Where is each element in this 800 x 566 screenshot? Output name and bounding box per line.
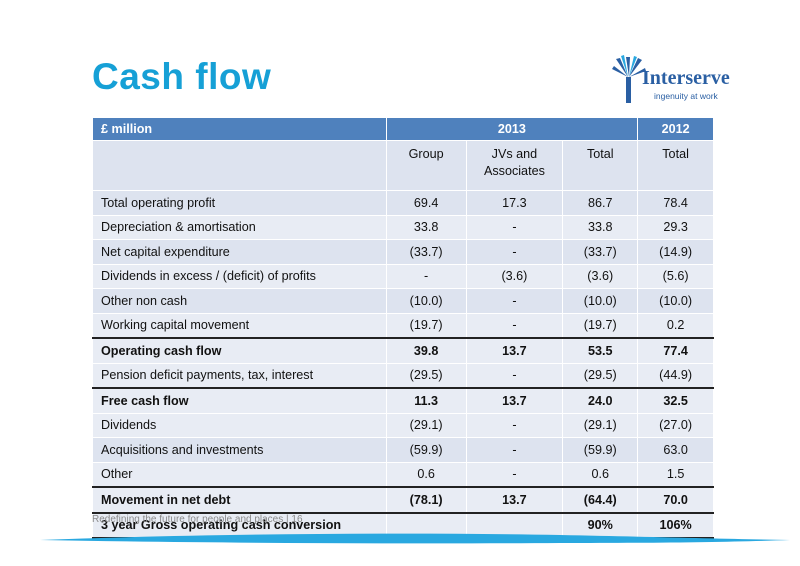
row-label: Dividends (92, 412, 387, 438)
jvs-cell: 13.7 (465, 337, 564, 364)
table-row: Total operating profit 69.4 17.3 86.7 78… (92, 190, 714, 216)
row-label: Free cash flow (92, 387, 387, 414)
operating-cash-flow-row: Operating cash flow 39.8 13.7 53.5 77.4 (92, 337, 714, 364)
group-cell: 11.3 (385, 387, 467, 414)
group-cell: (78.1) (385, 486, 467, 513)
table-subheader-row: Group JVs and Associates Total Total (92, 140, 714, 191)
total-2012-cell: (10.0) (637, 288, 714, 314)
year-2012-header: 2012 (637, 117, 714, 141)
row-label: Other (92, 461, 387, 488)
table-row: Acquisitions and investments (59.9) - (5… (92, 437, 714, 463)
logo-tagline: ingenuity at work (654, 91, 718, 101)
free-cash-flow-row: Free cash flow 11.3 13.7 24.0 32.5 (92, 387, 714, 414)
jvs-cell: - (465, 461, 564, 488)
total-2013-column-header: Total (562, 140, 639, 191)
group-column-header: Group (385, 140, 467, 191)
total-cell: (10.0) (562, 288, 639, 314)
table-header-row: £ million 2013 2012 (92, 117, 714, 141)
total-2012-cell: (14.9) (637, 239, 714, 265)
row-label: Depreciation & amortisation (92, 214, 387, 240)
group-cell: - (385, 263, 467, 289)
jvs-cell: - (465, 412, 564, 438)
interserve-logo: Interserve ingenuity at work (612, 55, 730, 107)
table-row: Other 0.6 - 0.6 1.5 (92, 461, 714, 488)
row-label: Pension deficit payments, tax, interest (92, 362, 387, 389)
group-cell: 33.8 (385, 214, 467, 240)
total-2012-cell: 106% (637, 511, 714, 539)
total-cell: 24.0 (562, 387, 639, 414)
jvs-cell: - (465, 437, 564, 463)
total-cell: (19.7) (562, 312, 639, 339)
footer-text: Redefining the future for people and pla… (92, 514, 303, 525)
subheader-blank (92, 140, 387, 191)
table-row: Working capital movement (19.7) - (19.7)… (92, 312, 714, 339)
total-2012-cell: (5.6) (637, 263, 714, 289)
total-2012-cell: 0.2 (637, 312, 714, 339)
jvs-cell: - (465, 239, 564, 265)
table-row: Dividends in excess / (deficit) of profi… (92, 263, 714, 289)
row-label: Operating cash flow (92, 337, 387, 364)
total-2012-column-header: Total (637, 140, 714, 191)
row-label: Working capital movement (92, 312, 387, 339)
total-2012-cell: 29.3 (637, 214, 714, 240)
total-cell: (29.1) (562, 412, 639, 438)
group-cell: (33.7) (385, 239, 467, 265)
row-label: Acquisitions and investments (92, 437, 387, 463)
jvs-cell: - (465, 362, 564, 389)
row-label: Total operating profit (92, 190, 387, 216)
year-2013-header: 2013 (385, 117, 639, 141)
total-2012-cell: 63.0 (637, 437, 714, 463)
jvs-cell: 13.7 (465, 486, 564, 513)
total-2012-cell: 78.4 (637, 190, 714, 216)
total-2012-cell: (44.9) (637, 362, 714, 389)
total-cell: (59.9) (562, 437, 639, 463)
table-row: Dividends (29.1) - (29.1) (27.0) (92, 412, 714, 438)
total-cell: 86.7 (562, 190, 639, 216)
footer-wave (40, 533, 790, 544)
total-cell: 53.5 (562, 337, 639, 364)
group-cell: (59.9) (385, 437, 467, 463)
group-cell: (29.1) (385, 412, 467, 438)
page-title: Cash flow (92, 56, 272, 97)
total-cell: (33.7) (562, 239, 639, 265)
table-row: Other non cash (10.0) - (10.0) (10.0) (92, 288, 714, 314)
total-cell: (64.4) (562, 486, 639, 513)
row-label: Other non cash (92, 288, 387, 314)
total-cell: 33.8 (562, 214, 639, 240)
cash-flow-table: £ million 2013 2012 Group JVs and Associ… (92, 117, 714, 539)
unit-header: £ million (92, 117, 387, 141)
row-label: Movement in net debt (92, 486, 387, 513)
logo-wordmark: Interserve (642, 67, 730, 89)
total-cell: (3.6) (562, 263, 639, 289)
jvs-cell: 17.3 (465, 190, 564, 216)
total-2012-cell: 1.5 (637, 461, 714, 488)
table-row: Depreciation & amortisation 33.8 - 33.8 … (92, 214, 714, 240)
group-cell: (19.7) (385, 312, 467, 339)
group-cell: (10.0) (385, 288, 467, 314)
group-cell: (29.5) (385, 362, 467, 389)
movement-in-net-debt-row: Movement in net debt (78.1) 13.7 (64.4) … (92, 486, 714, 513)
jvs-cell: 13.7 (465, 387, 564, 414)
jvs-cell: - (465, 288, 564, 314)
total-2012-cell: (27.0) (637, 412, 714, 438)
total-cell: (29.5) (562, 362, 639, 389)
jvs-cell: - (465, 214, 564, 240)
jvs-column-header: JVs and Associates (465, 140, 564, 191)
table-row: Net capital expenditure (33.7) - (33.7) … (92, 239, 714, 265)
group-cell: 69.4 (385, 190, 467, 216)
row-label: Dividends in excess / (deficit) of profi… (92, 263, 387, 289)
group-cell: 39.8 (385, 337, 467, 364)
jvs-cell: (3.6) (465, 263, 564, 289)
total-2012-cell: 70.0 (637, 486, 714, 513)
table-row: Pension deficit payments, tax, interest … (92, 362, 714, 389)
total-2012-cell: 32.5 (637, 387, 714, 414)
total-cell: 0.6 (562, 461, 639, 488)
group-cell: 0.6 (385, 461, 467, 488)
jvs-cell: - (465, 312, 564, 339)
row-label: Net capital expenditure (92, 239, 387, 265)
total-2012-cell: 77.4 (637, 337, 714, 364)
logo-mark-icon (612, 55, 646, 103)
